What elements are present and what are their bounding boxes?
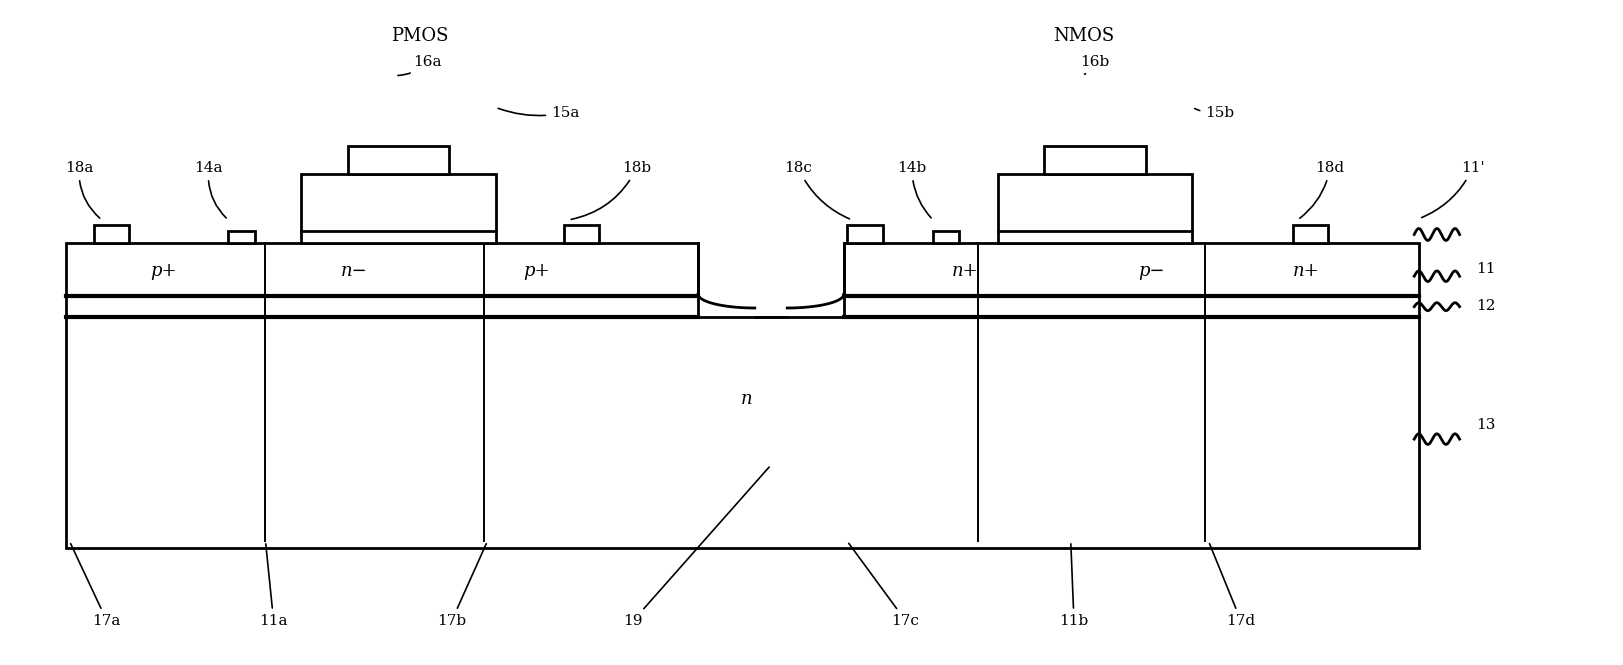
Text: 11: 11 — [1475, 262, 1495, 276]
Bar — [998, 174, 1193, 243]
Bar — [227, 231, 255, 243]
Text: 18a: 18a — [65, 162, 99, 218]
Bar — [302, 174, 495, 243]
Bar — [67, 296, 698, 317]
Text: p+: p+ — [149, 262, 177, 280]
Text: 15a: 15a — [498, 106, 579, 120]
Bar — [347, 146, 450, 174]
Text: 14a: 14a — [195, 162, 226, 218]
Bar — [94, 225, 130, 243]
Text: 17c: 17c — [849, 543, 919, 628]
Bar — [933, 231, 959, 243]
Text: 19: 19 — [623, 467, 769, 628]
Text: 16b: 16b — [1081, 55, 1110, 74]
Bar — [67, 317, 1419, 548]
Text: 17a: 17a — [71, 543, 120, 628]
Bar — [1292, 225, 1328, 243]
Text: 17b: 17b — [437, 543, 487, 628]
Text: 11': 11' — [1422, 162, 1485, 217]
Text: 17d: 17d — [1209, 544, 1256, 628]
Text: 16a: 16a — [398, 55, 441, 75]
Text: NMOS: NMOS — [1053, 27, 1115, 45]
Bar — [844, 296, 1419, 317]
Text: 14b: 14b — [898, 162, 932, 218]
Text: 15b: 15b — [1195, 106, 1235, 120]
Text: 13: 13 — [1475, 418, 1495, 432]
Text: p−: p− — [1138, 262, 1165, 280]
Bar — [847, 225, 883, 243]
Bar — [563, 225, 599, 243]
Text: n−: n− — [341, 262, 368, 280]
Bar — [844, 243, 1419, 296]
Text: 18c: 18c — [784, 162, 849, 219]
Bar — [1045, 146, 1146, 174]
Text: 18b: 18b — [571, 162, 651, 219]
Text: 18d: 18d — [1300, 162, 1344, 218]
Text: n+: n+ — [1292, 262, 1319, 280]
Text: 12: 12 — [1475, 299, 1495, 313]
Text: 11a: 11a — [260, 544, 287, 628]
Text: p+: p+ — [523, 262, 549, 280]
Text: PMOS: PMOS — [391, 27, 448, 45]
Text: n: n — [740, 390, 753, 408]
Text: n+: n+ — [953, 262, 979, 280]
Bar — [67, 243, 698, 296]
Text: 11b: 11b — [1060, 544, 1089, 628]
